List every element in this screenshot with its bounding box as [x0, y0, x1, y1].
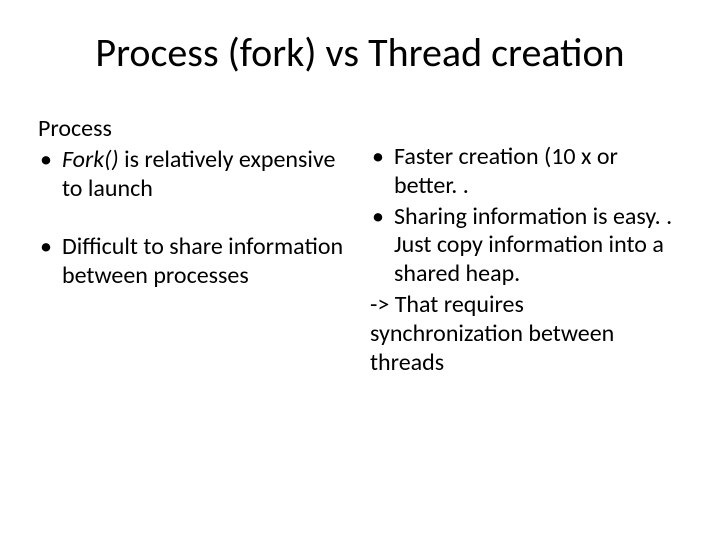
left-bullet-2: • Difficult to share information between…: [38, 233, 350, 291]
left-heading: Process: [38, 115, 350, 144]
right-bullet-1-text: Faster creation (10 x or better. .: [394, 143, 682, 201]
left-bullet-1: • Fork() is relatively expensive to laun…: [38, 146, 350, 204]
right-bullet-2: • Sharing information is easy. . Just co…: [370, 203, 682, 289]
left-column: Process • Fork() is relatively expensive…: [38, 115, 350, 377]
content-columns: Process • Fork() is relatively expensive…: [38, 115, 682, 377]
right-arrow-line: -> That requires synchronization between…: [370, 291, 682, 377]
right-bullet-1: • Faster creation (10 x or better. .: [370, 143, 682, 201]
slide: Process (fork) vs Thread creation Proces…: [0, 0, 720, 540]
slide-title: Process (fork) vs Thread creation: [38, 28, 682, 77]
bullet-dot-icon: •: [38, 146, 62, 175]
left-bullet-2-text: Difficult to share information between p…: [62, 233, 350, 291]
bullet-dot-icon: •: [38, 233, 62, 262]
right-bullet-2-text: Sharing information is easy. . Just copy…: [394, 203, 682, 289]
right-column: • Faster creation (10 x or better. . • S…: [370, 115, 682, 377]
bullet-dot-icon: •: [370, 203, 394, 232]
bullet-dot-icon: •: [370, 143, 394, 172]
left-bullet-1-text: Fork() is relatively expensive to launch: [62, 146, 350, 204]
fork-italic: Fork(): [62, 145, 119, 174]
